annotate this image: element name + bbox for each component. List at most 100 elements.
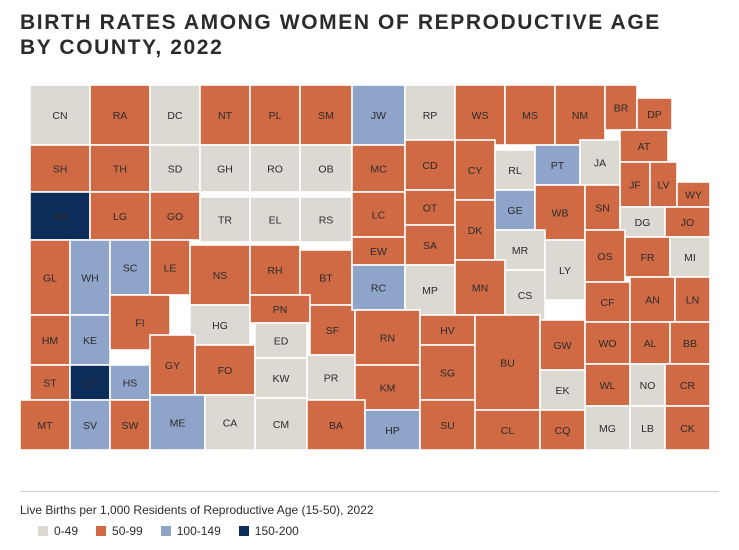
county-ba: BA xyxy=(306,399,366,451)
county-hg: HG xyxy=(189,304,251,346)
county-shape-rp xyxy=(404,84,456,146)
county-label-jo: JO xyxy=(681,217,694,229)
county-shape-cq xyxy=(539,409,586,451)
county-label-fr: FR xyxy=(641,252,655,264)
county-pr: PR xyxy=(306,354,356,401)
county-label-hg: HG xyxy=(212,320,228,332)
county-label-sa: SA xyxy=(423,240,437,252)
county-ek: EK xyxy=(539,369,586,411)
county-sv: SV xyxy=(69,399,111,451)
county-mi: MI xyxy=(669,236,711,278)
county-shape-ro xyxy=(249,144,301,193)
county-shape-hv xyxy=(419,314,476,346)
county-shape-ew xyxy=(351,236,406,266)
county-tr: TR xyxy=(199,196,251,243)
county-label-ja: JA xyxy=(594,157,606,169)
legend-swatch xyxy=(38,526,48,536)
county-shape-dk xyxy=(454,199,496,261)
county-ns: NS xyxy=(189,244,251,306)
county-label-wl: WL xyxy=(600,380,616,392)
county-label-kw: KW xyxy=(273,373,290,385)
county-mn: MN xyxy=(454,259,506,316)
county-shape-rl xyxy=(494,149,536,191)
county-label-ly: LY xyxy=(559,265,571,277)
county-shape-pr xyxy=(306,354,356,401)
county-bb: BB xyxy=(669,321,711,365)
county-shape-mp xyxy=(404,264,456,316)
county-shape-pt xyxy=(534,144,581,186)
county-label-ek: EK xyxy=(555,385,569,397)
legend-title: Live Births per 1,000 Residents of Repro… xyxy=(20,503,374,517)
county-ln: LN xyxy=(674,276,711,323)
county-cf: CF xyxy=(584,281,631,323)
county-label-st: ST xyxy=(43,377,57,389)
county-rs: RS xyxy=(299,196,353,243)
county-shape-mi xyxy=(669,236,711,278)
county-lc: LC xyxy=(351,191,406,238)
county-shape-sm xyxy=(299,84,353,146)
county-sf: SF xyxy=(309,304,356,356)
county-label-mt: MT xyxy=(37,420,53,432)
county-label-ot: OT xyxy=(423,202,438,214)
county-lb: LB xyxy=(629,405,666,451)
county-label-pt: PT xyxy=(551,160,565,172)
county-shape-os xyxy=(584,229,626,283)
county-map: CN RA DC NT PL SM JW RP WS MS NM BR DP SH TH SD GH RO OB MC… xyxy=(19,84,711,451)
county-shape-rs xyxy=(299,196,353,243)
county-gt: GT xyxy=(69,364,111,401)
county-ge: GE xyxy=(494,189,536,231)
county-gy: GY xyxy=(149,334,196,396)
county-rp: RP xyxy=(404,84,456,146)
county-label-ba: BA xyxy=(329,420,343,432)
legend: 0-49 50-99 100-149 150-200 xyxy=(38,524,299,538)
county-label-dg: DG xyxy=(635,217,651,229)
county-shape-gw xyxy=(539,319,586,371)
county-shape-sw xyxy=(109,399,151,451)
county-shape-cl xyxy=(474,409,541,451)
county-label-cl: CL xyxy=(501,425,515,437)
county-label-br: BR xyxy=(614,102,629,114)
county-sc: SC xyxy=(109,239,151,296)
county-label-al: AL xyxy=(644,338,657,350)
county-label-lc: LC xyxy=(372,209,386,221)
county-label-ns: NS xyxy=(213,270,228,282)
county-label-ge: GE xyxy=(507,205,522,217)
county-shape-lc xyxy=(351,191,406,238)
county-shape-jf xyxy=(619,161,651,208)
county-label-ms: MS xyxy=(522,110,538,122)
county-label-rh: RH xyxy=(267,265,282,277)
county-mc: MC xyxy=(351,144,406,193)
county-ws: WS xyxy=(454,84,506,146)
county-rl: RL xyxy=(494,149,536,191)
county-label-ed: ED xyxy=(274,335,289,347)
county-no: NO xyxy=(629,363,666,407)
county-shape-su xyxy=(419,399,476,451)
county-label-gy: GY xyxy=(165,360,180,372)
county-shape-tr xyxy=(199,196,251,243)
county-label-el: EL xyxy=(269,214,282,226)
legend-item-100-149: 100-149 xyxy=(160,524,221,538)
county-sm: SM xyxy=(299,84,353,146)
county-shape-pl xyxy=(249,84,301,146)
county-shape-sa xyxy=(404,224,456,266)
county-shape-dp xyxy=(636,97,673,131)
county-st: ST xyxy=(29,364,71,401)
county-shape-lg xyxy=(89,191,151,241)
county-shape-go xyxy=(149,191,201,241)
county-label-pr: PR xyxy=(324,372,339,384)
county-label-bt: BT xyxy=(319,272,333,284)
county-shape-ly xyxy=(544,239,586,301)
county-label-me: ME xyxy=(170,417,186,429)
county-shape-le xyxy=(149,239,191,296)
county-label-wh: WH xyxy=(81,272,99,284)
county-gw: GW xyxy=(539,319,586,371)
county-shape-gh xyxy=(199,144,251,193)
county-dc: DC xyxy=(149,84,201,146)
county-bu: BU xyxy=(474,314,541,411)
county-fr: FR xyxy=(624,236,671,278)
county-label-cf: CF xyxy=(601,297,615,309)
county-cm: CM xyxy=(254,397,308,451)
county-pt: PT xyxy=(534,144,581,186)
legend-item-150-200: 150-200 xyxy=(238,524,299,538)
county-label-sn: SN xyxy=(595,202,610,214)
